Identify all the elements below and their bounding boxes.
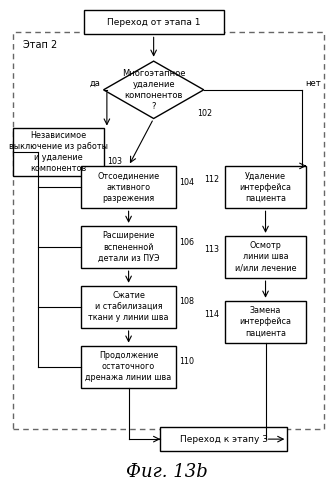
Text: 112: 112 [204,175,220,184]
Polygon shape [104,61,204,119]
FancyBboxPatch shape [225,166,307,209]
FancyBboxPatch shape [225,236,307,278]
Text: Продолжение
остаточного
дренажа линии шва: Продолжение остаточного дренажа линии шв… [86,351,172,382]
Text: 106: 106 [180,238,194,247]
FancyBboxPatch shape [81,346,176,388]
Text: Сжатие
и стабилизация
ткани у линии шва: Сжатие и стабилизация ткани у линии шва [88,291,169,322]
Text: Фиг. 13b: Фиг. 13b [126,463,208,481]
Text: 103: 103 [107,157,122,166]
FancyBboxPatch shape [13,129,104,176]
Text: 114: 114 [204,310,219,319]
FancyBboxPatch shape [225,300,307,343]
Text: Многоэтапное
удаление
компонентов
?: Многоэтапное удаление компонентов ? [122,69,185,111]
FancyBboxPatch shape [160,427,287,451]
FancyBboxPatch shape [84,10,224,34]
Text: 104: 104 [180,178,194,187]
Text: Переход от этапа 1: Переход от этапа 1 [107,18,200,27]
Text: Удаление
интерфейса
пациента: Удаление интерфейса пациента [239,172,292,203]
Text: Этап 2: Этап 2 [23,40,58,50]
Text: 110: 110 [180,357,194,366]
Text: 102: 102 [197,109,212,118]
Text: нет: нет [306,79,321,88]
Text: Переход к этапу 3: Переход к этапу 3 [180,435,268,444]
FancyBboxPatch shape [81,226,176,268]
Text: Замена
интерфейса
пациента: Замена интерфейса пациента [239,306,292,337]
Text: да: да [89,79,100,88]
FancyBboxPatch shape [81,285,176,328]
Text: Независимое
выключение из работы
и удаление
компонентов: Независимое выключение из работы и удале… [9,131,108,173]
FancyBboxPatch shape [81,166,176,209]
Text: Отсоединение
активного
разрежения: Отсоединение активного разрежения [98,172,160,203]
Text: Расширение
вспененной
детали из ПУЭ: Расширение вспененной детали из ПУЭ [98,232,159,262]
Text: Осмотр
линии шва
и/или лечение: Осмотр линии шва и/или лечение [235,242,296,272]
Text: 113: 113 [204,245,219,254]
Text: 108: 108 [180,297,194,306]
